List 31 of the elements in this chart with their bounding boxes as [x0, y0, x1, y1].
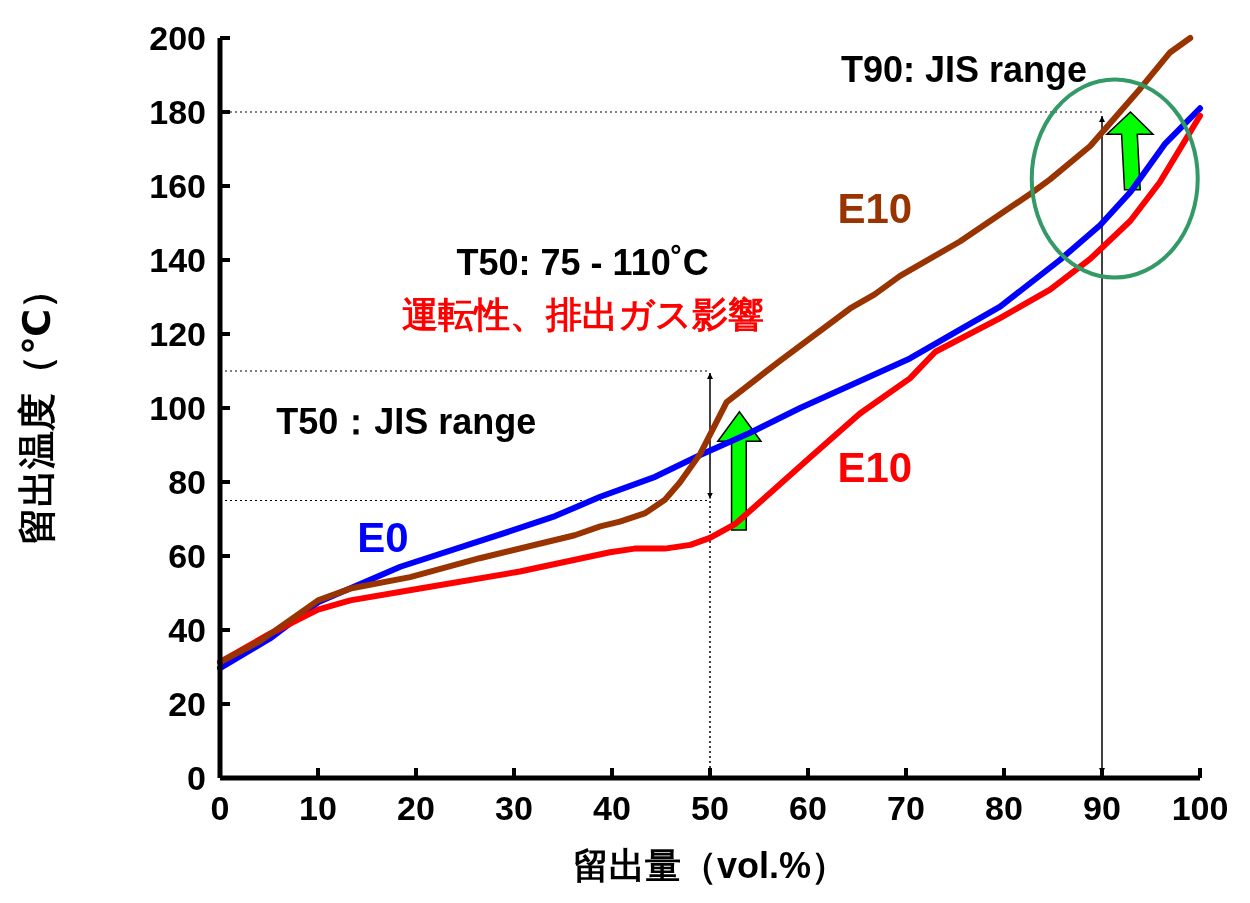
x-tick-label: 0 — [210, 789, 230, 827]
x-tick-label: 10 — [299, 789, 337, 827]
y-tick-label: 100 — [149, 388, 206, 427]
series-label: E10 — [837, 185, 913, 232]
y-tick-label: 0 — [187, 758, 206, 797]
y-tick-label: 40 — [168, 610, 206, 649]
series-label: E0 — [357, 514, 409, 562]
x-tick-label: 80 — [985, 789, 1023, 827]
y-tick-label: 120 — [149, 314, 206, 353]
y-tick-label: 180 — [149, 92, 206, 131]
y-tick-label: 60 — [168, 536, 206, 575]
x-tick-label: 60 — [789, 789, 827, 827]
x-tick-label: 40 — [593, 789, 631, 827]
y-tick-label: 140 — [149, 240, 206, 279]
annotation: T50：JIS range — [276, 400, 537, 442]
series-label: E10 — [837, 444, 913, 491]
y-tick-label: 160 — [149, 166, 206, 205]
x-tick-label: 30 — [495, 789, 533, 827]
x-tick-label: 70 — [887, 789, 925, 827]
annotation: 運転性、排出ガス影響 — [401, 293, 764, 335]
annotation: T50: 75 - 110˚C — [456, 241, 709, 283]
y-tick-label: 20 — [168, 684, 206, 723]
x-tick-label: 100 — [1171, 789, 1229, 827]
x-tick-label: 20 — [397, 789, 435, 827]
y-tick-label: 200 — [149, 18, 206, 57]
y-axis-title: 留出温度（℃） — [16, 270, 58, 546]
x-tick-label: 50 — [691, 789, 729, 827]
annotation: T90: JIS range — [840, 49, 1087, 90]
x-tick-label: 90 — [1083, 789, 1121, 827]
y-tick-label: 80 — [168, 462, 206, 501]
x-axis-title: 留出量（vol.%） — [572, 845, 848, 886]
